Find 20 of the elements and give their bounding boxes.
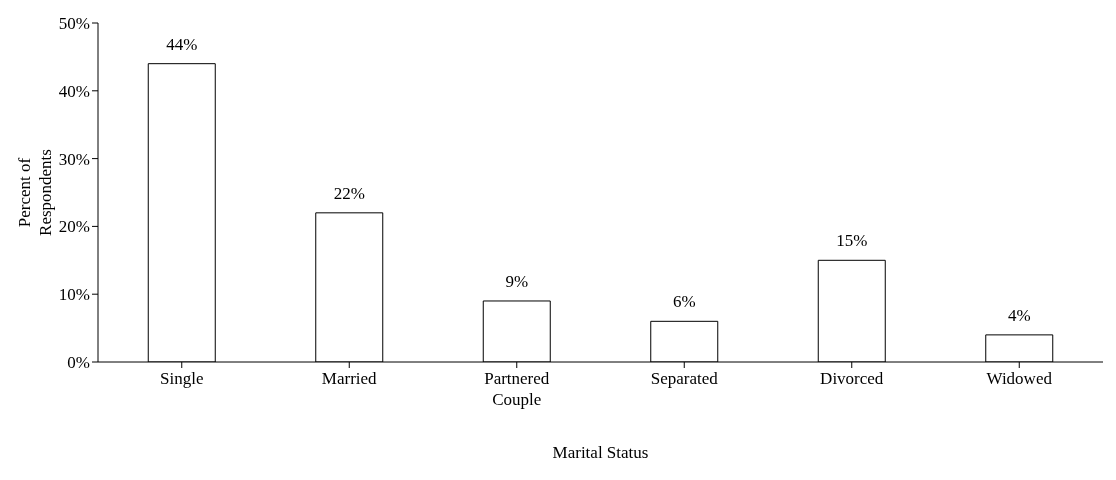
y-tick-label: 40% xyxy=(58,81,90,101)
data-label: 22% xyxy=(333,183,365,203)
x-tick-label: Divorced xyxy=(820,369,884,388)
x-axis-title: Marital Status xyxy=(552,443,649,462)
y-axis-title: Percent of Respondents xyxy=(15,149,55,236)
x-tick-label: Partnered Couple xyxy=(484,369,550,409)
data-label: 15% xyxy=(836,231,868,251)
y-tick-label: 50% xyxy=(58,14,90,34)
y-tick-label: 20% xyxy=(58,217,90,237)
data-label: 9% xyxy=(505,271,529,291)
data-label: 4% xyxy=(1007,305,1031,325)
x-tick-label: Widowed xyxy=(986,369,1053,388)
x-tick-label: Single xyxy=(160,369,204,388)
y-tick-label: 10% xyxy=(58,285,90,305)
y-tick-label: 30% xyxy=(58,149,90,169)
x-tick-label: Married xyxy=(321,369,378,388)
y-tick-label: 0% xyxy=(67,353,90,373)
data-label: 44% xyxy=(166,34,198,54)
data-label: 6% xyxy=(672,292,696,312)
x-tick-label: Separated xyxy=(650,369,719,388)
